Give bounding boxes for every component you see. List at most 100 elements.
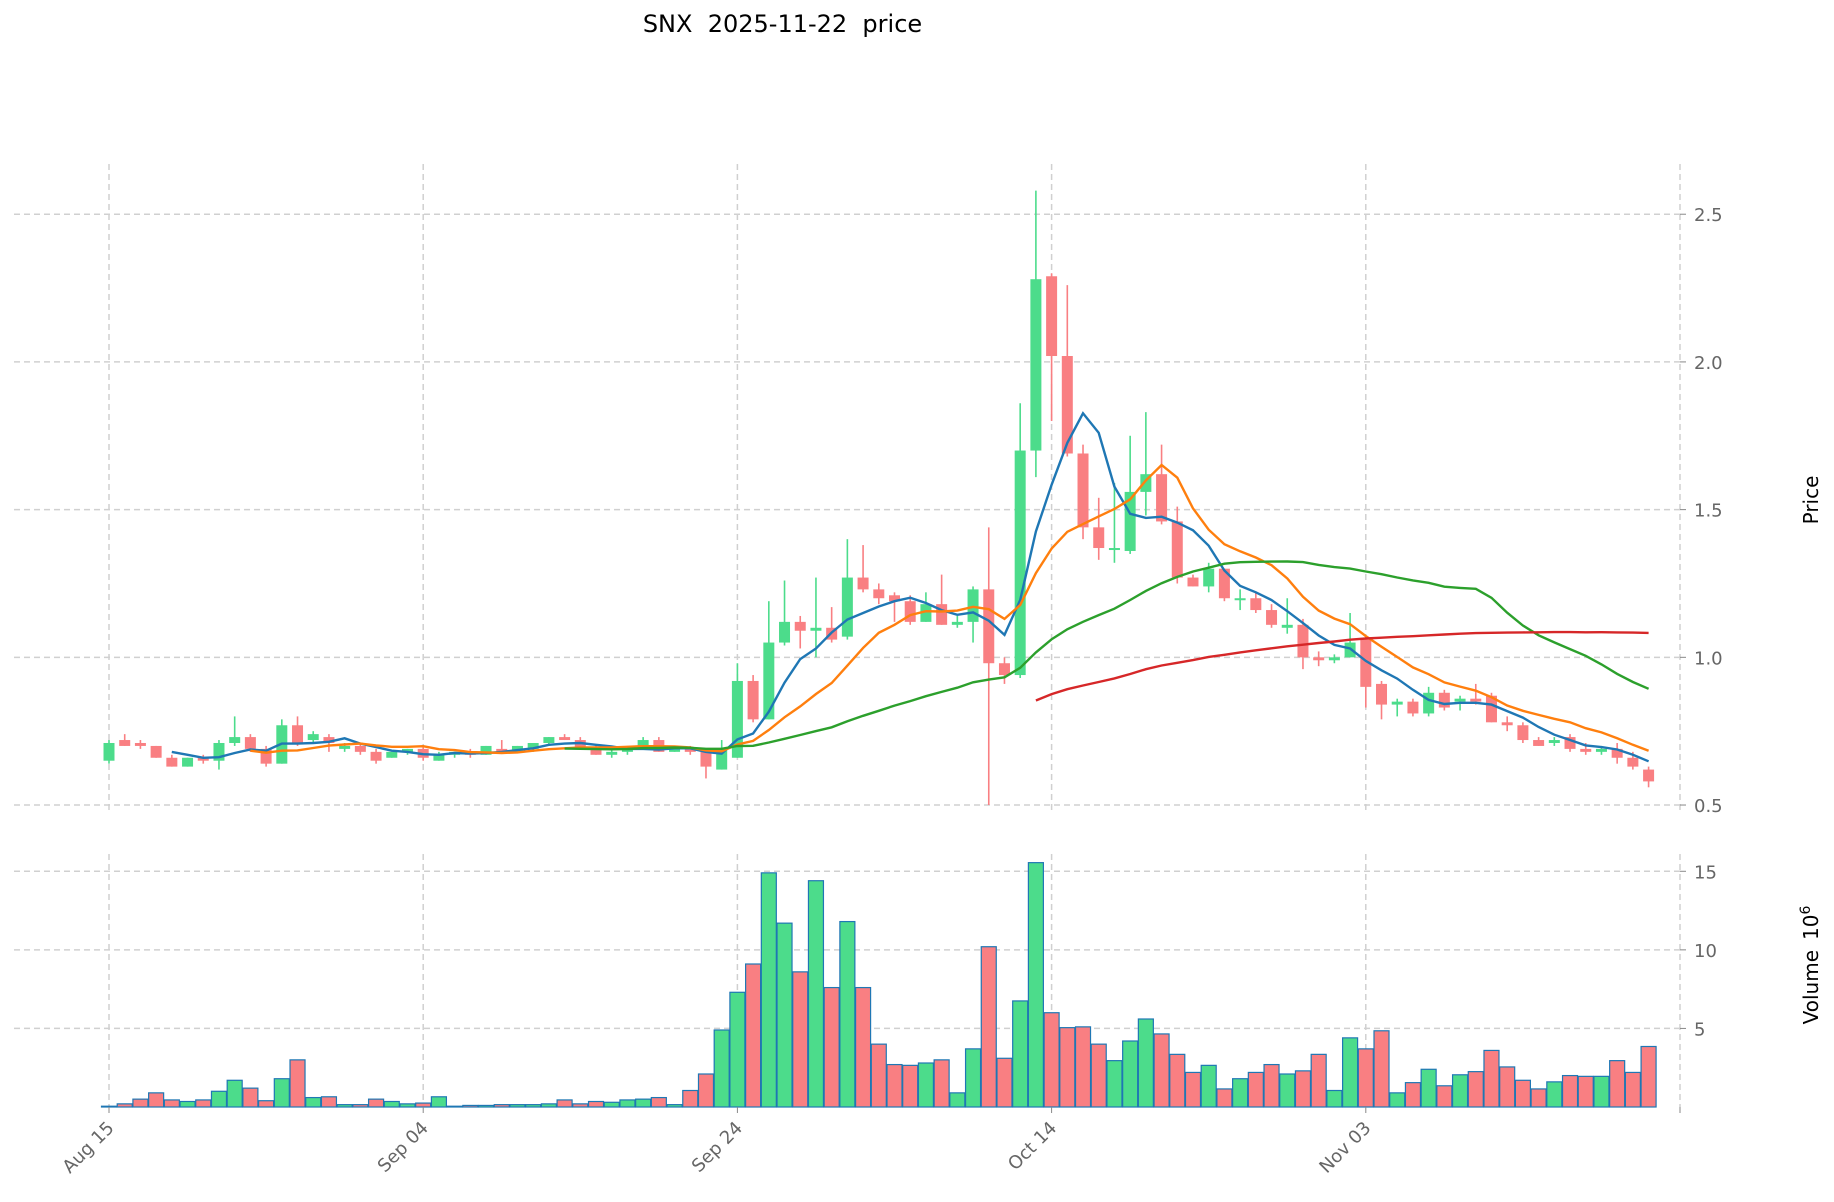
volume-bar (273, 1078, 290, 1108)
volume-bar (320, 1096, 338, 1108)
candle-down (1313, 657, 1325, 661)
candle-down (496, 748, 508, 752)
volume-bar (1090, 1043, 1107, 1108)
volume-axis-exponent: 6 (1798, 906, 1814, 915)
volume-bar (902, 1064, 919, 1108)
volume-bars (100, 862, 1657, 1108)
candle-up (433, 754, 445, 761)
candle-down (889, 595, 900, 602)
candle-up (229, 737, 241, 743)
volume-bar (1561, 1074, 1579, 1108)
candle-down (559, 737, 571, 741)
volume-bar (697, 1073, 715, 1108)
candle-down (1093, 527, 1105, 549)
volume-bar (1357, 1048, 1374, 1108)
candle-down (1407, 701, 1419, 714)
candle-down (197, 757, 209, 761)
candle-up (841, 577, 853, 637)
volume-bar (289, 1059, 306, 1108)
volume-bar (179, 1100, 196, 1108)
volume-bar (446, 1105, 463, 1108)
candle-down (292, 725, 304, 743)
candle-down (1564, 737, 1576, 749)
volume-bar (1247, 1071, 1264, 1108)
volume-bar (1640, 1045, 1657, 1108)
volume-bar (933, 1059, 950, 1108)
volume-bar (1122, 1040, 1139, 1108)
volume-bar (807, 880, 825, 1108)
price-tick-label: 0.5 (1694, 796, 1723, 817)
volume-bar (682, 1089, 699, 1108)
candle-up (103, 742, 115, 761)
candle-down (166, 757, 178, 767)
candle-down (1297, 624, 1309, 658)
volume-bar (493, 1104, 510, 1108)
volume-bar (1043, 1012, 1060, 1108)
candle-down (119, 740, 131, 746)
candle-down (1250, 598, 1262, 611)
volume-bar (1137, 1018, 1154, 1108)
volume-bar (148, 1092, 165, 1108)
volume-bar (509, 1104, 526, 1108)
volume-tick-label: 10 (1694, 941, 1717, 962)
candle-down (1611, 748, 1623, 758)
candle-down (983, 589, 995, 664)
volume-bar (619, 1099, 636, 1108)
volume-bar (1499, 1066, 1516, 1108)
candle-down (1643, 769, 1655, 782)
volume-bar (132, 1098, 149, 1108)
volume-bar (1514, 1079, 1532, 1108)
price-axis-label: Price (1799, 476, 1823, 525)
candle-down (904, 601, 916, 622)
volume-bar (1389, 1092, 1406, 1108)
volume-bar (1404, 1082, 1422, 1108)
volume-bar (886, 1063, 903, 1108)
volume-bar (462, 1104, 479, 1108)
volume-bar (1310, 1053, 1327, 1108)
x-tick-label: Sep 04 (374, 1118, 433, 1177)
volume-bar (163, 1099, 180, 1108)
candle-down (1171, 521, 1183, 578)
candle-down (1501, 722, 1513, 726)
ma10-line (250, 463, 1650, 755)
candle-up (213, 742, 225, 761)
candle-down (590, 748, 602, 755)
candle-down (1218, 568, 1230, 599)
candle-up (339, 745, 351, 749)
candle-up (1423, 692, 1435, 714)
volume-bar (917, 1062, 935, 1108)
volume-bar (776, 922, 793, 1108)
volume-bar (745, 963, 762, 1108)
volume-bar (336, 1104, 353, 1108)
candle-up (1595, 748, 1607, 752)
candle-up (480, 745, 492, 755)
volume-bar (352, 1104, 369, 1108)
volume-bar (1153, 1033, 1170, 1108)
volume-bar (587, 1100, 605, 1108)
candle-down (323, 737, 335, 743)
volume-bar (1546, 1081, 1563, 1108)
candle-up (386, 751, 398, 758)
volume-axis-exponent-base: 10 (1799, 915, 1823, 940)
candle-up (1454, 698, 1466, 702)
price-tick-label: 2.0 (1694, 353, 1723, 374)
chart-title: SNX 2025-11-22 price (642, 10, 923, 38)
volume-bar (367, 1098, 385, 1108)
volume-axis-label-text: Volume (1799, 950, 1823, 1024)
volume-bar (760, 872, 777, 1108)
volume-bar (650, 1096, 667, 1108)
ma5-line (171, 411, 1650, 763)
volume-bar (1263, 1063, 1280, 1108)
price-tick-label: 1.5 (1694, 501, 1723, 522)
volume-bar (226, 1079, 243, 1108)
candle-up (307, 734, 319, 741)
candle-down (747, 680, 759, 720)
candle-down (1517, 725, 1529, 741)
volume-tick-label: 5 (1694, 1019, 1705, 1040)
volume-bar (556, 1099, 573, 1108)
volume-bar (666, 1104, 683, 1108)
volume-bar (1436, 1085, 1453, 1108)
candle-up (1140, 474, 1152, 492)
candle-up (669, 748, 681, 752)
